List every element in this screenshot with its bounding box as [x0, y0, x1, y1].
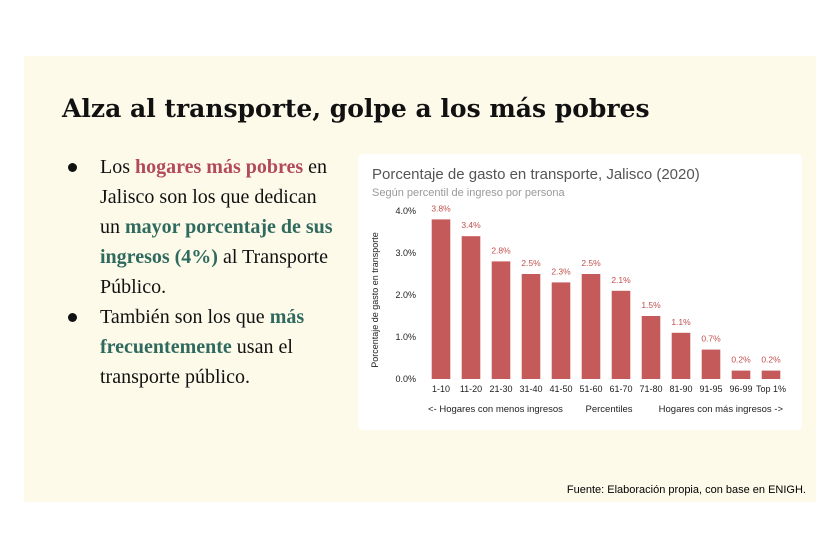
bullet-1-highlight-poorest: hogares más pobres [135, 156, 304, 178]
x-tick-label: 71-80 [639, 384, 662, 394]
bar-value-label: 3.4% [461, 220, 481, 230]
bullet-list: Los hogares más pobres en Jalisco son lo… [66, 152, 336, 392]
bar-value-label: 0.2% [731, 355, 751, 365]
bullet-dot-icon [68, 163, 77, 172]
x-tick-label: 31-40 [519, 384, 542, 394]
chart-title: Porcentaje de gasto en transporte, Jalis… [372, 166, 700, 183]
y-tick-label: 3.0% [395, 248, 416, 258]
bullet-dot-icon [68, 313, 77, 322]
bar-81-90 [671, 332, 691, 379]
x-tick-label: 21-30 [489, 384, 512, 394]
bar-value-label: 0.7% [701, 334, 721, 344]
bullet-1-text-3: al Transporte Público. [100, 246, 328, 298]
x-axis-right-note: Hogares con más ingresos -> [659, 404, 784, 415]
x-tick-label: 91-95 [699, 384, 722, 394]
x-tick-label: 51-60 [579, 384, 602, 394]
x-tick-label: 81-90 [669, 384, 692, 394]
x-tick-label: Top 1% [756, 384, 786, 394]
bar-51-60 [581, 274, 601, 379]
bar-31-40 [521, 274, 541, 379]
chart-subtitle: Según percentil de ingreso por persona [372, 187, 565, 199]
bar-value-label: 1.1% [671, 317, 691, 327]
bar-value-label: 2.5% [521, 258, 541, 268]
y-tick-label: 2.0% [395, 290, 416, 300]
x-tick-label: 41-50 [549, 384, 572, 394]
bar-11-20 [461, 236, 481, 379]
bar-61-70 [611, 290, 631, 379]
bar-value-label: 2.1% [611, 275, 631, 285]
bullet-item-2: También son los que más frecuentemente u… [66, 302, 336, 392]
chart-card: Porcentaje de gasto en transporte, Jalis… [358, 154, 802, 430]
x-tick-label: 61-70 [609, 384, 632, 394]
x-axis-left-note: <- Hogares con menos ingresos [428, 404, 563, 415]
slide: Alza al transporte, golpe a los más pobr… [24, 56, 816, 502]
bullet-2-text-2: usan el transporte público. [100, 336, 293, 388]
bar-71-80 [641, 316, 661, 379]
source-footnote: Fuente: Elaboración propia, con base en … [566, 484, 806, 496]
bar-chart: Porcentaje de gasto en transporte <- Hog… [370, 203, 786, 415]
bar-Top 1% [761, 370, 781, 379]
x-tick-label: 96-99 [729, 384, 752, 394]
y-tick-label: 1.0% [395, 332, 416, 342]
bar-21-30 [491, 261, 511, 379]
y-tick-label: 0.0% [395, 374, 416, 384]
slide-title: Alza al transporte, golpe a los más pobr… [62, 94, 650, 123]
y-axis-label: Porcentaje de gasto en transporte [370, 232, 380, 368]
bar-value-label: 0.2% [761, 355, 781, 365]
y-tick-label: 4.0% [395, 206, 416, 216]
bar-value-label: 1.5% [641, 300, 661, 310]
bullet-2-text-1: También son los que [100, 306, 270, 328]
bar-value-label: 2.5% [581, 258, 601, 268]
bar-41-50 [551, 282, 571, 379]
bar-value-label: 3.8% [431, 203, 451, 213]
bar-value-label: 2.8% [491, 245, 511, 255]
bar-96-99 [731, 370, 751, 379]
x-tick-label: 1-10 [432, 384, 450, 394]
bullet-2-highlight-frequency: más frecuentemente [100, 306, 305, 358]
bar-1-10 [431, 219, 451, 379]
x-axis-label: Percentiles [586, 404, 633, 415]
bullet-1-text-2: en Jalisco son los que dedican un [100, 156, 328, 238]
bar-value-label: 2.3% [551, 266, 571, 276]
bar-91-95 [701, 349, 721, 379]
bullet-1-highlight-percentage: mayor porcentaje de sus ingresos (4%) [100, 216, 333, 268]
bullet-1-text-1: Los [100, 156, 135, 178]
bullet-item-1: Los hogares más pobres en Jalisco son lo… [66, 152, 336, 302]
x-tick-label: 11-20 [460, 384, 482, 394]
